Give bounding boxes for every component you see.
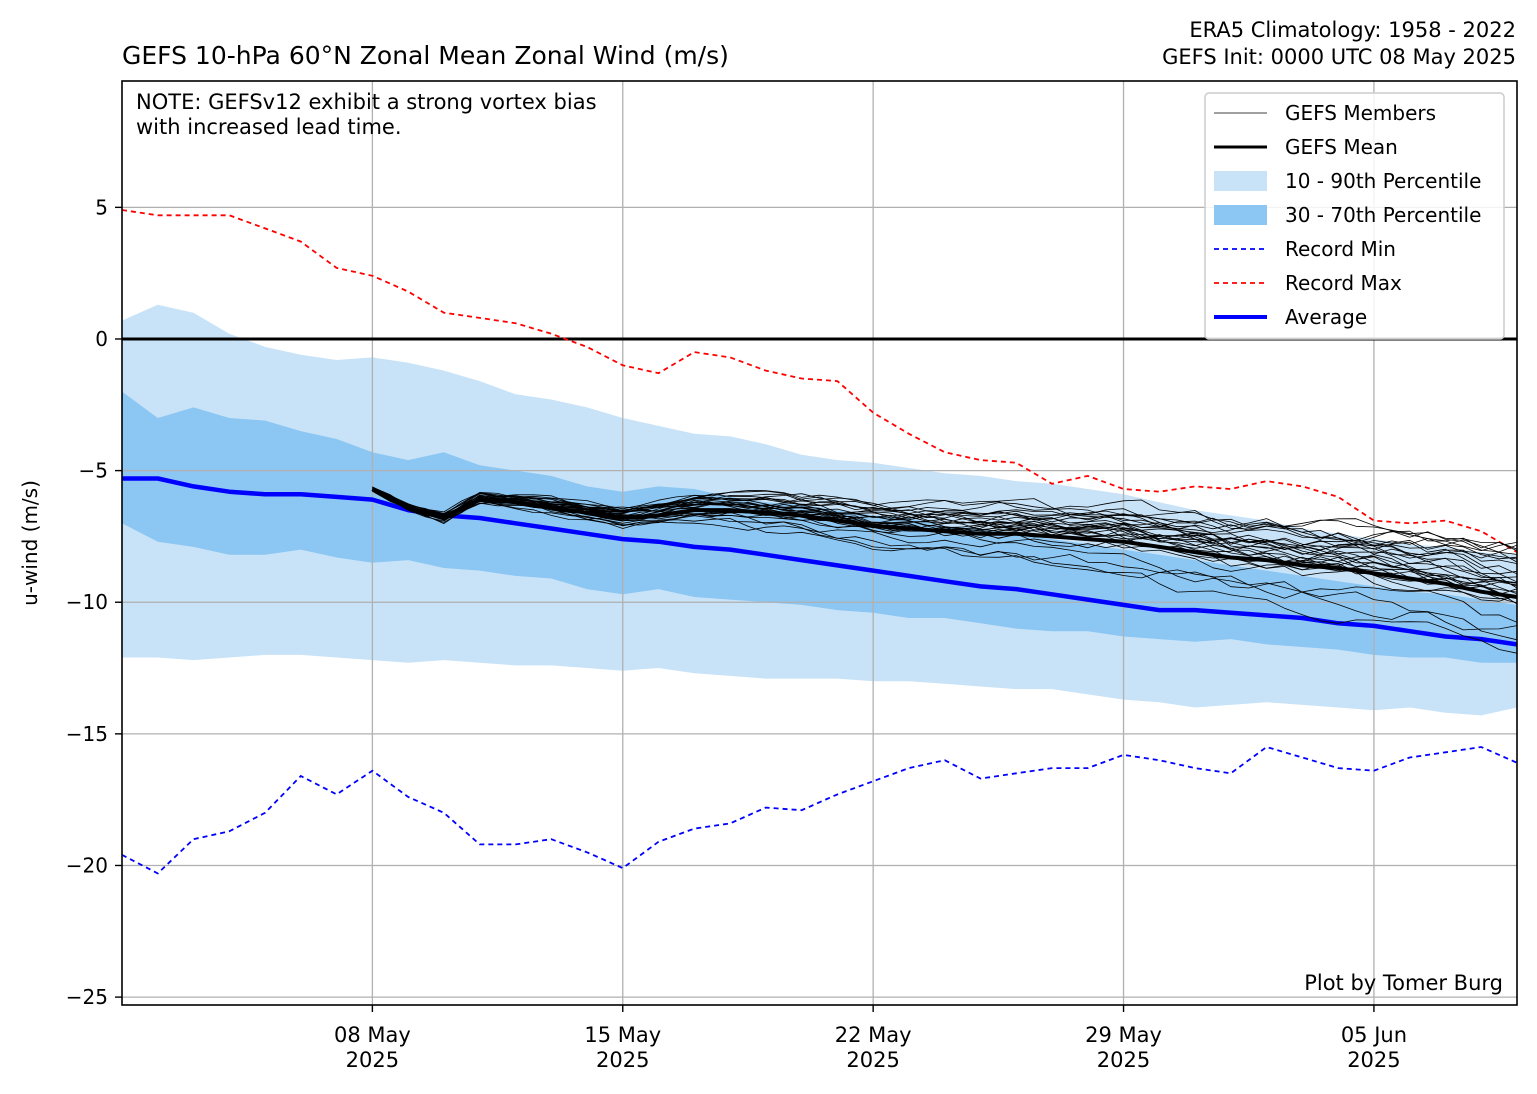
x-tick-label-year: 2025 — [1097, 1048, 1150, 1072]
legend-label: GEFS Mean — [1285, 135, 1398, 159]
y-tick-label: 5 — [95, 195, 108, 219]
gefs-member-line — [372, 487, 1517, 553]
x-tick-label-year: 2025 — [1347, 1048, 1400, 1072]
x-tick-label-year: 2025 — [346, 1048, 399, 1072]
gefs-member-line — [372, 487, 1517, 560]
x-tick-label-date: 15 May — [584, 1023, 661, 1047]
y-axis-label: u-wind (m/s) — [18, 480, 42, 606]
gefs-member-line — [372, 489, 1517, 654]
gefs-mean-line — [371, 487, 1517, 599]
y-tick-label: −25 — [66, 985, 108, 1009]
legend-label: Record Min — [1285, 237, 1396, 261]
y-tick-label: −10 — [66, 590, 108, 614]
y-tick-label: −20 — [66, 853, 108, 877]
legend-item: 10 - 90th Percentile — [1214, 169, 1481, 193]
legend-label: Record Max — [1285, 271, 1402, 295]
record-min-line — [122, 746, 1517, 875]
legend-label: Average — [1285, 305, 1367, 329]
gefs-member-line — [372, 486, 1517, 563]
legend-item: Record Max — [1214, 271, 1402, 295]
x-tick-label-date: 29 May — [1085, 1023, 1162, 1047]
legend-label: 10 - 90th Percentile — [1285, 169, 1481, 193]
y-tick-label: 0 — [95, 327, 108, 351]
legend-swatch — [1214, 171, 1267, 191]
y-axis-ticks: 5 0 −5 −10 −15 −20 −25 — [66, 195, 122, 1009]
note-line-1: NOTE: GEFSv12 exhibit a strong vortex bi… — [136, 90, 597, 114]
y-tick-label: −5 — [79, 459, 108, 483]
record-max-line — [122, 209, 1517, 553]
percentile-bands — [122, 304, 1517, 716]
plot-credit: Plot by Tomer Burg — [1304, 971, 1503, 995]
climatology-label: ERA5 Climatology: 1958 - 2022 — [1189, 18, 1516, 42]
legend-box — [1204, 92, 1505, 340]
legend-item: Record Min — [1214, 237, 1396, 261]
note-line-2: with increased lead time. — [136, 115, 402, 139]
plot-frame — [121, 80, 1518, 1006]
legend-swatch — [1214, 205, 1267, 225]
legend-item: GEFS Mean — [1214, 135, 1398, 159]
legend: GEFS Members GEFS Mean 10 - 90th Percentil… — [1204, 92, 1505, 340]
init-time-label: GEFS Init: 0000 UTC 08 May 2025 — [1162, 45, 1516, 69]
gefs-member-line — [372, 488, 1517, 604]
x-tick-label-year: 2025 — [596, 1048, 649, 1072]
x-tick-label-date: 22 May — [835, 1023, 912, 1047]
legend-label: GEFS Members — [1285, 101, 1436, 125]
legend-item: GEFS Members — [1214, 101, 1436, 125]
gefs-member-line — [372, 487, 1517, 584]
gefs-mean-group — [371, 487, 1517, 599]
y-tick-label: −15 — [66, 722, 108, 746]
legend-item: 30 - 70th Percentile — [1214, 203, 1481, 227]
x-tick-label-year: 2025 — [846, 1048, 899, 1072]
band-30-70-percentile — [122, 391, 1517, 663]
gefs-member-line — [372, 489, 1517, 623]
legend-label: 30 - 70th Percentile — [1285, 203, 1481, 227]
series-lines — [122, 209, 1517, 875]
legend-item: Average — [1214, 305, 1367, 329]
chart-title: GEFS 10-hPa 60°N Zonal Mean Zonal Wind (… — [122, 41, 729, 70]
x-tick-label-date: 05 Jun — [1341, 1023, 1407, 1047]
gefs-member-line — [372, 489, 1517, 551]
x-tick-label-date: 08 May — [334, 1023, 411, 1047]
average-line — [122, 476, 1517, 647]
